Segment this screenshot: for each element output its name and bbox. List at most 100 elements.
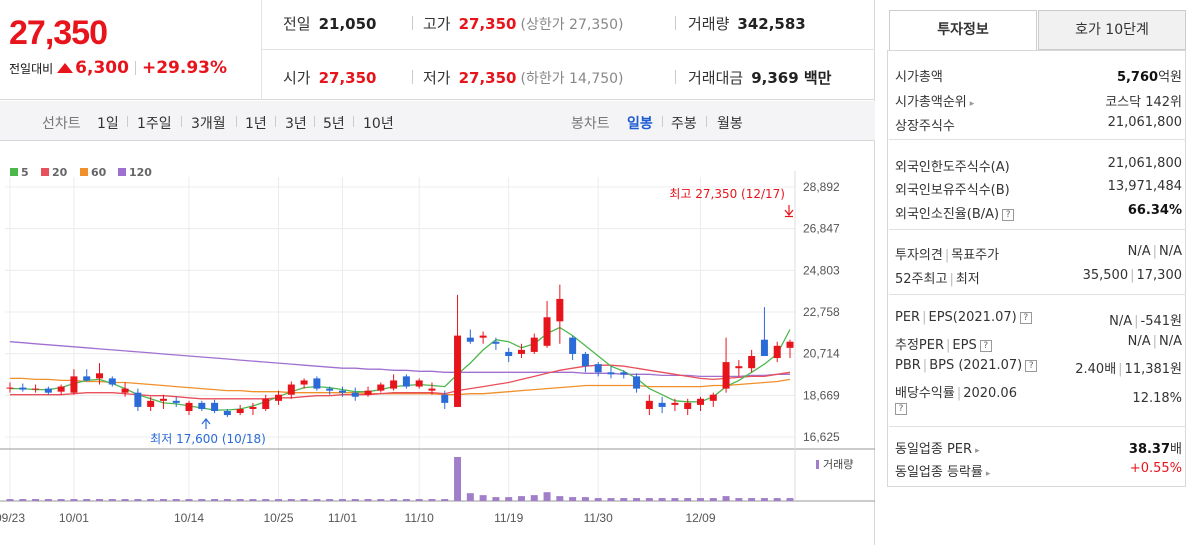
help-icon[interactable]: ? [1019, 311, 1032, 324]
high-value: 27,350 [458, 15, 517, 33]
candle-body [377, 384, 385, 391]
legend-swatch [10, 168, 18, 176]
candle-body [773, 345, 781, 359]
divider [675, 70, 676, 84]
divider: | [946, 338, 951, 353]
market-cap-row: 시가총액 5,760억원 [895, 66, 1182, 85]
candle-body [223, 411, 231, 416]
help-icon[interactable]: ? [979, 339, 992, 352]
chart-toolbar: 선차트 1일 1주일 3개월 1년 3년 5년 10년 봉차트 일봉 주봉 월봉 [0, 101, 875, 141]
candle-body [594, 364, 602, 373]
range-1w[interactable]: 1주일 [137, 116, 172, 132]
industry-per-value: 38.37 [1128, 442, 1171, 457]
divider: | [1130, 268, 1135, 283]
volume-bar [6, 499, 14, 501]
legend-label: 120 [129, 166, 152, 179]
ma-legend-5: 5 [10, 166, 29, 179]
opinion-value: N/A [1127, 244, 1151, 259]
volume-bar [517, 496, 525, 501]
range-1d[interactable]: 1일 [97, 116, 119, 132]
foreign-hold-label: 외국인보유주식수(B) [895, 183, 1010, 198]
divider [706, 116, 707, 127]
chevron-right-icon: ▸ [969, 99, 975, 109]
y-tick-label: 24,803 [803, 263, 840, 277]
legend-swatch [41, 168, 49, 176]
volume-bar [249, 499, 257, 501]
candle-body [19, 387, 27, 390]
low-value: 27,350 [458, 69, 517, 87]
divider: | [922, 310, 927, 325]
volume-bar [709, 498, 717, 501]
chart-panel: 27,350 전일대비 6,300 +29.93% 전일 21,050 고가 2… [0, 0, 875, 545]
range-3m[interactable]: 3개월 [191, 116, 226, 132]
candle-weekly[interactable]: 주봉 [671, 116, 697, 132]
volume-bar [633, 498, 641, 501]
help-icon[interactable]: ? [1025, 359, 1038, 372]
candle-body [57, 386, 65, 392]
candle-body [185, 402, 193, 412]
candle-body [607, 372, 615, 375]
candle-body [735, 366, 743, 369]
range-1y[interactable]: 1년 [245, 116, 267, 132]
volume-bar [198, 499, 206, 501]
divider: | [956, 386, 962, 401]
ma-legend-120: 120 [118, 166, 152, 179]
line-chart-label: 선차트 [42, 116, 81, 132]
prev-close-stat: 전일 21,050 [283, 13, 377, 34]
legend-swatch [118, 168, 126, 176]
candle-body [121, 388, 129, 393]
help-icon[interactable]: ? [895, 402, 907, 415]
volume-axis-label: 거래량 [823, 458, 853, 471]
volume-bar [96, 499, 104, 501]
candle-monthly[interactable]: 월봉 [717, 116, 743, 132]
candle-body [198, 402, 206, 409]
market-cap-rank-row[interactable]: 시가총액순위 ▸ 코스닥 142위 [895, 91, 1182, 110]
info-table: 시가총액 5,760억원 시가총액순위 ▸ 코스닥 142위 상장주식수 21,0… [887, 50, 1186, 487]
industry-change-row[interactable]: 동일업종 등락률 ▸ +0.55% [895, 461, 1182, 480]
range-10y[interactable]: 10년 [363, 116, 394, 132]
candle-body [441, 394, 449, 403]
52w-high-value: 35,500 [1082, 268, 1129, 283]
range-3y[interactable]: 3년 [285, 116, 307, 132]
bps-label: BPS (2021.07) [929, 358, 1023, 373]
52w-row: 52주최고 | 최저 35,500 | 17,300 [895, 268, 1182, 287]
candle-daily[interactable]: 일봉 [627, 116, 653, 132]
x-tick-label: 11/10 [405, 511, 434, 525]
per-value: N/A [1109, 314, 1133, 329]
range-5y[interactable]: 5년 [323, 116, 345, 132]
candlestick-chart[interactable]: 28,892 26,847 24,803 22,758 20,714 18,669 16,6… [0, 141, 875, 545]
volume-bar [645, 498, 653, 501]
candle-body [466, 337, 474, 342]
tab-invest-info[interactable]: 투자정보 [889, 10, 1037, 50]
dividend-value: 12.18% [1132, 391, 1182, 406]
divider [412, 16, 413, 30]
divider [127, 116, 128, 127]
industry-per-row[interactable]: 동일업종 PER ▸ 38.37배 [895, 438, 1182, 457]
tab-orderbook[interactable]: 호가 10단계 [1038, 10, 1186, 50]
volume-bar [313, 499, 321, 501]
help-icon[interactable]: ? [1002, 208, 1015, 221]
x-tick-label: 11/01 [328, 511, 357, 525]
eps-label: EPS(2021.07) [928, 310, 1017, 325]
volume-bar [390, 499, 398, 501]
open-label: 시가 [283, 69, 311, 87]
shares-label: 상장주식수 [895, 119, 955, 134]
dividend-row: 배당수익률 | 2020.06 [895, 382, 1182, 401]
volume-bar [620, 498, 628, 501]
volume-value: 342,583 [737, 15, 806, 33]
candle-body [402, 376, 410, 387]
candle-body [326, 388, 334, 391]
foreign-limit-label: 외국인한도주식수(A) [895, 160, 1010, 175]
y-tick-label: 28,892 [803, 180, 840, 194]
industry-change-value: +0.55% [1129, 461, 1182, 476]
candle-body [32, 388, 40, 390]
volume-bar [32, 499, 40, 501]
divider [314, 116, 315, 127]
volume-bar [658, 498, 666, 501]
candle-body [760, 339, 768, 356]
divider: | [944, 248, 950, 263]
volume-bar [556, 496, 564, 501]
foreign-ratio-row: 외국인소진율(B/A)? 66.34% [895, 203, 1182, 222]
volume-bar [760, 498, 768, 501]
candle-body [633, 376, 641, 389]
